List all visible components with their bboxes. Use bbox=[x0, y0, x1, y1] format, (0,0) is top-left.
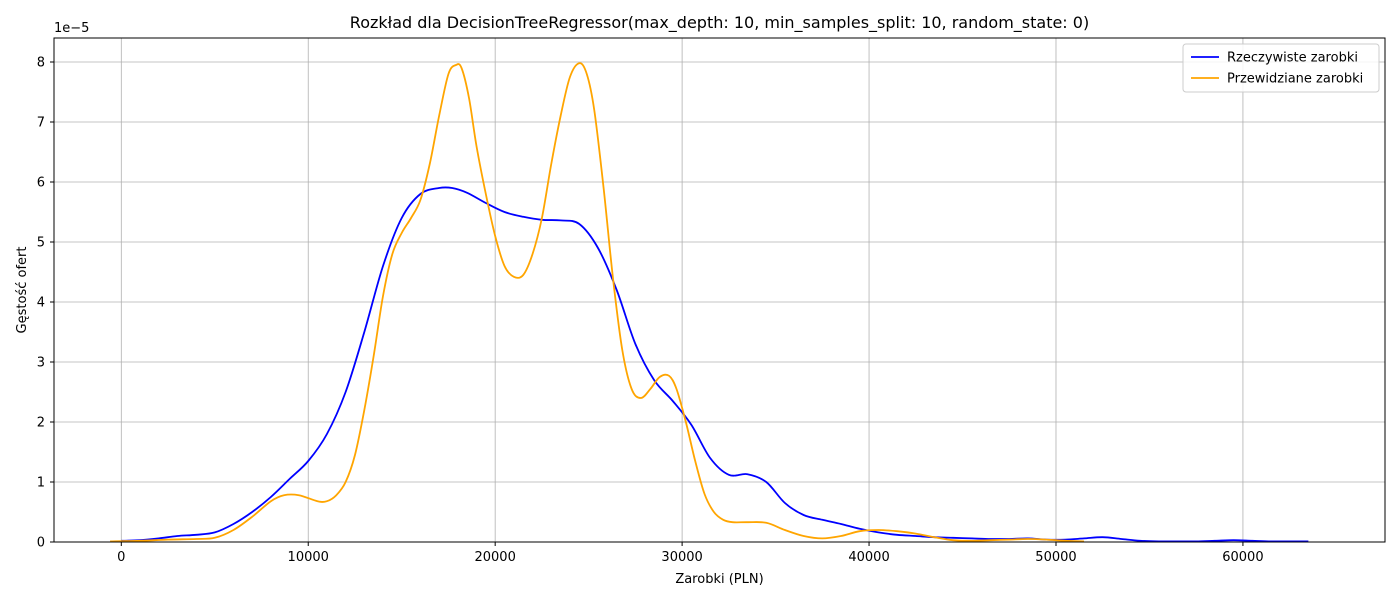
x-tick-label: 60000 bbox=[1222, 550, 1263, 565]
x-axis-label: Zarobki (PLN) bbox=[675, 572, 763, 587]
x-tick-label: 50000 bbox=[1035, 550, 1076, 565]
series-line-2 bbox=[110, 62, 1085, 543]
chart-title: Rozkład dla DecisionTreeRegressor(max_de… bbox=[350, 13, 1089, 33]
y-tick-label: 5 bbox=[37, 236, 45, 251]
series-layer bbox=[110, 62, 1309, 543]
y-axis-label: Gęstość ofert bbox=[15, 247, 30, 334]
x-tick-label: 40000 bbox=[848, 550, 889, 565]
y-tick-label: 1 bbox=[37, 476, 45, 491]
x-tick-label: 30000 bbox=[661, 550, 702, 565]
axis-ticks: 0 10000 20000 30000 40000 50000 60000 0 1 2 3 4 5 6 7 8 bbox=[37, 56, 1264, 566]
y-tick-label: 8 bbox=[37, 56, 45, 71]
legend-label-2: Przewidziane zarobki bbox=[1227, 72, 1363, 87]
y-tick-label: 4 bbox=[37, 296, 45, 311]
y-tick-label: 3 bbox=[37, 356, 45, 371]
y-offset-text: 1e−5 bbox=[54, 21, 89, 36]
legend-label-1: Rzeczywiste zarobki bbox=[1227, 51, 1358, 66]
x-tick-label: 20000 bbox=[474, 550, 515, 565]
series-line-1 bbox=[121, 186, 1309, 543]
legend: Rzeczywiste zarobki Przewidziane zarobki bbox=[1182, 43, 1380, 93]
plot-frame bbox=[53, 37, 1386, 543]
y-tick-label: 2 bbox=[37, 416, 45, 431]
y-tick-label: 7 bbox=[37, 116, 45, 131]
y-tick-label: 6 bbox=[37, 176, 45, 191]
y-tick-label: 0 bbox=[37, 536, 45, 551]
legend-box bbox=[1182, 43, 1380, 93]
x-tick-label: 10000 bbox=[288, 550, 329, 565]
x-tick-label: 0 bbox=[117, 550, 125, 565]
